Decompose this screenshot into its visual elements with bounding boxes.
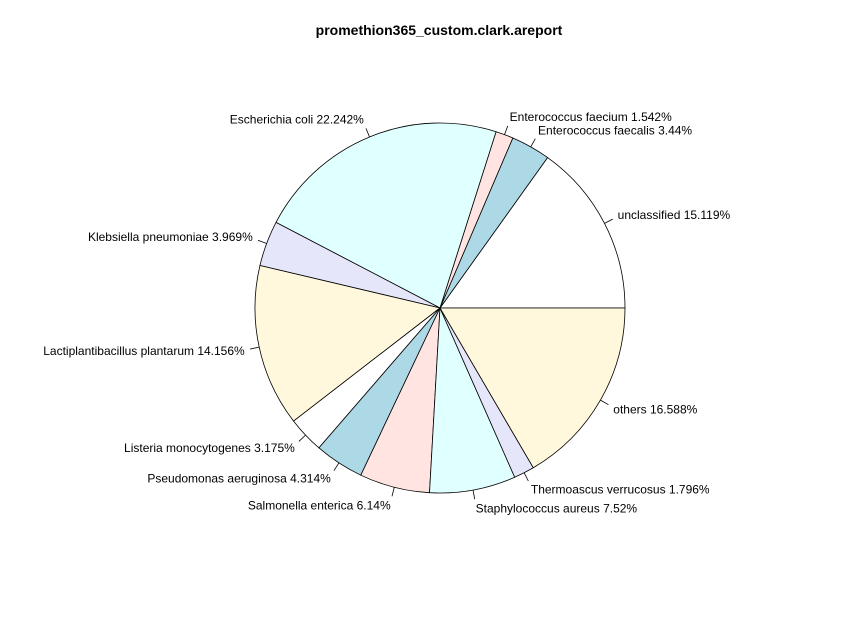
tick-thermoascus-verrucosus [523, 472, 529, 482]
tick-klebsiella-pneumoniae [257, 239, 267, 244]
label-ticks [250, 125, 613, 500]
tick-salmonella-enterica [391, 487, 395, 497]
slice-lactiplantibacillus-plantarum [254, 265, 441, 422]
chart-title: promethion365_custom.clark.areport [316, 22, 563, 38]
slice-labels: unclassified 15.119% Enterococcus faecali… [43, 110, 730, 516]
tick-staphylococcus-aureus [472, 489, 476, 500]
label-unclassified: unclassified 15.119% [618, 208, 731, 222]
tick-enterococcus-faecium [504, 125, 509, 135]
label-pseudomonas-aeruginosa: Pseudomonas aeruginosa 4.314% [147, 472, 331, 486]
label-salmonella-enterica: Salmonella enterica 6.14% [248, 498, 391, 512]
label-thermoascus-verrucosus: Thermoascus verrucosus 1.796% [531, 483, 710, 497]
tick-escherichia-coli [365, 128, 370, 138]
label-listeria-monocytogenes: Listeria monocytogenes 3.175% [124, 441, 295, 455]
label-staphylococcus-aureus: Staphylococcus aureus 7.52% [476, 502, 638, 516]
label-escherichia-coli: Escherichia coli 22.242% [230, 113, 364, 127]
tick-unclassified [604, 218, 613, 224]
label-lactiplantibacillus-plantarum: Lactiplantibacillus plantarum 14.156% [43, 344, 245, 358]
pie-slices [254, 122, 626, 494]
label-klebsiella-pneumoniae: Klebsiella pneumoniae 3.969% [88, 230, 253, 244]
slice-escherichia-coli [275, 122, 497, 309]
label-enterococcus-faecium: Enterococcus faecium 1.542% [510, 110, 672, 124]
tick-pseudomonas-aeruginosa [333, 462, 340, 471]
label-others: others 16.588% [613, 402, 697, 416]
tick-others [600, 399, 609, 406]
label-enterococcus-faecalis: Enterococcus faecalis 3.44% [538, 123, 692, 137]
tick-listeria-monocytogenes [298, 434, 306, 442]
tick-lactiplantibacillus-plantarum [250, 346, 260, 350]
tick-enterococcus-faecalis [530, 138, 536, 147]
